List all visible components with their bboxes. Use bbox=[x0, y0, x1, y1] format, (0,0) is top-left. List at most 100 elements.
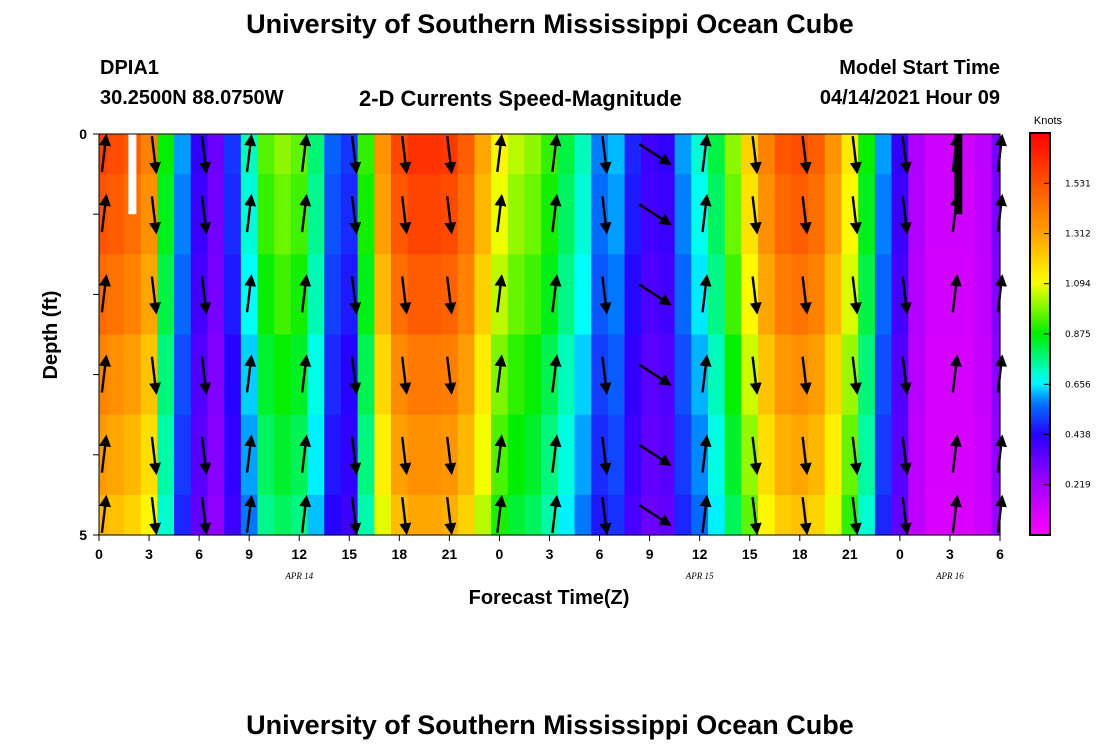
current-arrow bbox=[244, 434, 257, 473]
heatmap-cell bbox=[524, 334, 542, 416]
colorbar-tick-label: 1.312 bbox=[1065, 230, 1091, 240]
heatmap-cell bbox=[524, 494, 542, 536]
current-arrow bbox=[638, 504, 672, 527]
heatmap-cell bbox=[624, 254, 642, 336]
heatmap-cell bbox=[224, 174, 242, 255]
colorbar-tick-label: 0.656 bbox=[1065, 380, 1091, 390]
heatmap-cell bbox=[140, 414, 158, 496]
heatmap-cell bbox=[908, 134, 926, 175]
current-arrow bbox=[149, 436, 162, 476]
x-tick-label: 15 bbox=[341, 546, 357, 562]
current-arrow bbox=[299, 434, 312, 473]
heatmap-cell bbox=[157, 334, 175, 416]
heatmap-cell bbox=[974, 334, 993, 416]
current-arrow bbox=[849, 196, 862, 235]
heatmap-cell bbox=[207, 134, 225, 175]
heatmap-cell bbox=[724, 174, 742, 255]
heatmap-cell bbox=[858, 134, 876, 175]
heatmap-cell bbox=[524, 174, 542, 255]
current-arrow bbox=[399, 196, 412, 235]
x-tick-label: 0 bbox=[95, 546, 103, 562]
heatmap-cell bbox=[758, 134, 776, 175]
heatmap-cell bbox=[457, 414, 476, 496]
heatmap-cell bbox=[224, 334, 242, 416]
heatmap-cell bbox=[124, 254, 142, 336]
heatmap-cell bbox=[274, 134, 292, 175]
heatmap-cell bbox=[891, 254, 909, 336]
current-arrow bbox=[494, 354, 507, 393]
heatmap-cell bbox=[691, 414, 709, 496]
heatmap-cell bbox=[274, 334, 292, 416]
heatmap-cell bbox=[874, 134, 893, 175]
current-arrow bbox=[399, 436, 412, 476]
heatmap-cell bbox=[507, 134, 526, 175]
heatmap-cell bbox=[224, 414, 242, 496]
heatmap-cell bbox=[958, 334, 976, 416]
heatmap-cell bbox=[657, 174, 676, 255]
x-tick-label: 9 bbox=[245, 546, 253, 562]
heatmap-cell bbox=[808, 334, 826, 416]
heatmap-cell bbox=[307, 174, 325, 255]
current-arrow bbox=[349, 496, 362, 536]
heatmap-cell bbox=[974, 174, 993, 255]
heatmap-cell bbox=[257, 414, 275, 496]
heatmap-cell bbox=[290, 174, 309, 255]
heatmap-cell bbox=[591, 254, 609, 336]
heatmap-cell bbox=[908, 334, 926, 416]
heatmap-cell bbox=[824, 134, 843, 175]
current-arrow bbox=[799, 356, 812, 395]
heatmap-cell bbox=[774, 254, 793, 336]
current-arrow bbox=[299, 133, 312, 173]
heatmap-cell bbox=[140, 334, 158, 416]
heatmap-cell bbox=[674, 134, 692, 175]
heatmap-cell bbox=[591, 334, 609, 416]
heatmap-cell bbox=[224, 254, 242, 336]
current-arrow bbox=[99, 354, 112, 393]
heatmap-cell bbox=[824, 414, 843, 496]
heatmap-cell bbox=[474, 134, 492, 175]
heatmap-cell bbox=[674, 414, 692, 496]
heatmap-cell bbox=[574, 334, 592, 416]
heatmap-cell bbox=[641, 254, 659, 336]
heatmap-cell bbox=[324, 494, 342, 536]
current-arrow bbox=[638, 203, 672, 226]
colorbar-tick-label: 0.219 bbox=[1065, 481, 1091, 491]
colorbar-tick-label: 0.875 bbox=[1065, 330, 1091, 340]
current-arrow bbox=[749, 276, 762, 315]
heatmap-cell bbox=[307, 254, 325, 336]
heatmap-cell bbox=[791, 174, 809, 255]
current-arrow bbox=[699, 354, 712, 393]
current-arrow bbox=[699, 193, 712, 233]
heatmap-cell bbox=[190, 254, 209, 336]
heatmap-cell bbox=[958, 254, 976, 336]
heatmap-cell bbox=[174, 414, 192, 496]
current-arrow bbox=[749, 136, 762, 175]
heatmap-cell bbox=[758, 414, 776, 496]
heatmap-cell bbox=[657, 334, 676, 416]
heatmap-cell bbox=[390, 414, 409, 496]
current-arrow bbox=[638, 363, 672, 386]
heatmap-cell bbox=[824, 254, 843, 336]
current-arrow bbox=[549, 354, 562, 393]
current-arrow bbox=[949, 494, 962, 533]
heatmap-cell bbox=[324, 174, 342, 255]
x-axis-label: Forecast Time(Z) bbox=[469, 587, 630, 609]
heatmap-cell bbox=[724, 414, 742, 496]
date-label: APR 14 bbox=[284, 571, 313, 581]
heatmap-cell bbox=[741, 414, 759, 496]
heatmap-cell bbox=[107, 134, 125, 175]
heatmap-cell bbox=[274, 494, 292, 536]
heatmap-cell bbox=[457, 334, 476, 416]
heatmap-cell bbox=[357, 174, 375, 255]
heatmap-cell bbox=[424, 414, 442, 496]
heatmap-cell bbox=[290, 414, 309, 496]
heatmap-cell bbox=[557, 174, 576, 255]
x-tick-label: 21 bbox=[842, 546, 858, 562]
heatmap-cell bbox=[524, 254, 542, 336]
heatmap-cell bbox=[974, 254, 993, 336]
heatmap-cell bbox=[758, 334, 776, 416]
current-arrow bbox=[444, 356, 457, 395]
current-arrow bbox=[799, 196, 812, 235]
heatmap-cell bbox=[607, 334, 626, 416]
